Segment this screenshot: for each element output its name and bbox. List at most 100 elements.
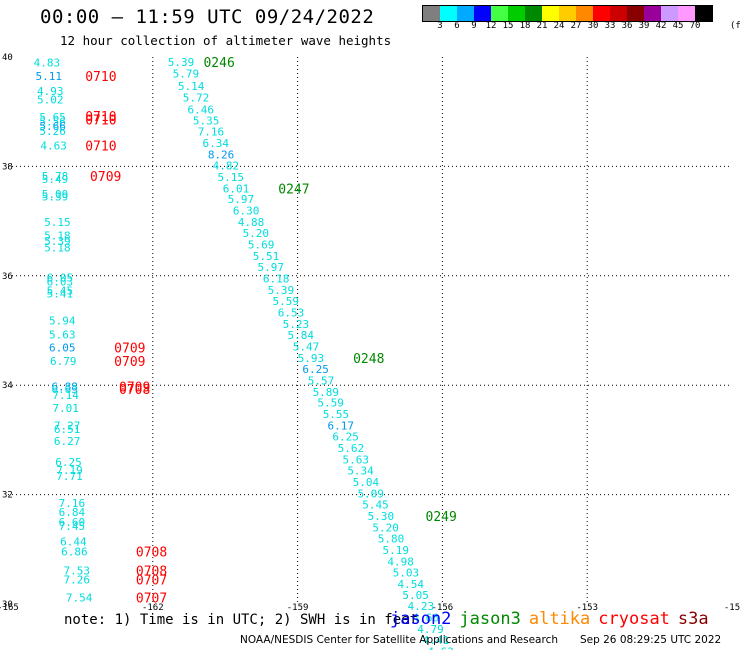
utc-time-label: 0707 (136, 591, 167, 606)
swh-value: 6.25 (332, 431, 359, 444)
swh-value: 5.93 (298, 352, 325, 365)
swh-value: 6.27 (54, 435, 81, 448)
legend-swatch (593, 6, 610, 21)
swh-value: 5.66 (39, 120, 66, 133)
credit-text: NOAA/NESDIS Center for Satellite Applica… (240, 634, 558, 646)
swh-value: 5.80 (378, 532, 405, 545)
swh-value: 5.51 (253, 250, 280, 263)
swh-value: 7.14 (52, 389, 79, 402)
legend-label: 45 (672, 21, 684, 31)
utc-time-label: 0708 (136, 545, 167, 560)
swh-value: 5.72 (183, 91, 210, 104)
swh-value: 6.44 (60, 536, 87, 549)
swh-value: 7.16 (198, 125, 225, 138)
swh-value: 5.47 (293, 340, 320, 353)
swh-value: 5.49 (42, 173, 69, 186)
swh-value: 5.59 (317, 397, 344, 410)
swh-value: 5.89 (313, 386, 340, 399)
latitude-label: 32 (2, 491, 13, 501)
swh-value: 6.18 (263, 273, 290, 286)
latitude-label: 38 (2, 162, 13, 172)
legend-swatch (610, 6, 627, 21)
swh-value: 6.79 (50, 355, 77, 368)
swh-value: 7.71 (56, 470, 82, 483)
swh-value: 5.97 (258, 261, 285, 274)
utc-time-label: 0709 (114, 355, 145, 370)
swh-value: 5.11 (36, 70, 63, 83)
swh-value: 4.54 (398, 578, 425, 591)
utc-time-label: 0709 (119, 380, 150, 395)
legend-swatch (695, 6, 712, 21)
swh-value: 5.20 (243, 227, 269, 240)
swh-value: 5.78 (42, 170, 69, 183)
swh-value: 6.05 (47, 271, 74, 284)
longitude-label: -165 (0, 603, 19, 613)
legend-swatch (661, 6, 678, 21)
utc-time-label: 0249 (426, 510, 457, 525)
swh-value: 5.62 (338, 442, 365, 455)
swh-value: 4.41 (423, 634, 450, 647)
satellite-legend: jason2 jason3 altika cryosat s3a (390, 609, 717, 629)
utc-time-label: 0710 (85, 140, 116, 155)
legend-label: 42 (655, 21, 667, 31)
swh-value: 6.34 (203, 137, 230, 150)
page-subtitle: 12 hour collection of altimeter wave hei… (60, 33, 392, 48)
legend-swatch (678, 6, 695, 21)
latitude-label: 30 (2, 600, 13, 610)
legend-label: 24 (553, 21, 565, 31)
swh-value: 6.51 (54, 423, 81, 436)
legend-unit: (ft) (730, 21, 740, 31)
swh-value: 5.45 (47, 285, 74, 298)
swh-value: 6.25 (302, 363, 329, 376)
swh-value: 5.03 (393, 566, 420, 579)
legend-swatch (474, 6, 491, 21)
swh-value: 5.65 (39, 111, 66, 124)
swh-value: 5.39 (42, 190, 69, 203)
swh-value: 7.27 (54, 420, 81, 433)
swh-value: 5.05 (402, 589, 429, 602)
satellite-label: cryosat (598, 609, 670, 629)
latitude-label: 36 (2, 272, 13, 282)
swh-value: 5.02 (37, 94, 64, 107)
swh-value: 5.45 (362, 498, 389, 511)
swh-value: 5.15 (217, 171, 244, 184)
swh-value: 5.39 (268, 284, 295, 297)
swh-value: 5.55 (323, 408, 350, 421)
swh-value: 6.86 (61, 545, 88, 558)
legend-swatch (525, 6, 542, 21)
swh-value: 5.04 (353, 476, 380, 489)
swh-value: 6.84 (59, 506, 86, 519)
swh-value: 7.53 (64, 565, 91, 578)
utc-time-label: 0709 (114, 341, 145, 356)
utc-time-label: 0709 (90, 170, 121, 185)
satellite-label: jason2 (390, 609, 452, 629)
swh-value: 5.94 (49, 315, 76, 328)
legend-swatch (576, 6, 593, 21)
swh-value: 5.26 (39, 125, 66, 138)
legend-label: 30 (587, 21, 599, 31)
latitude-label: 40 (2, 53, 13, 63)
legend-swatch (423, 6, 440, 21)
swh-value: 7.26 (64, 573, 91, 586)
swh-value: 5.20 (372, 521, 399, 534)
swh-value: 4.83 (34, 56, 61, 69)
swh-value: 6.88 (51, 380, 78, 393)
swh-value: 5.63 (49, 328, 76, 341)
swh-value: 7.45 (59, 520, 86, 533)
legend-swatch (559, 6, 576, 21)
swh-value: 6.17 (328, 420, 355, 433)
legend-label: 6 (454, 21, 460, 31)
swh-value: 5.57 (308, 374, 335, 387)
legend-label: 36 (621, 21, 633, 31)
swh-value: 5.09 (42, 188, 69, 201)
legend-swatch (627, 6, 644, 21)
legend-swatch (457, 6, 474, 21)
utc-time-label: 0708 (119, 383, 150, 398)
swh-value: 6.60 (59, 516, 86, 529)
legend-label: 15 (502, 21, 514, 31)
swh-value: 5.63 (342, 454, 369, 467)
page-title: 00:00 – 11:59 UTC 09/24/2022 (40, 6, 375, 28)
swh-value: 5.19 (383, 544, 410, 557)
legend-swatch (508, 6, 525, 21)
longitude-label: -162 (142, 603, 164, 613)
